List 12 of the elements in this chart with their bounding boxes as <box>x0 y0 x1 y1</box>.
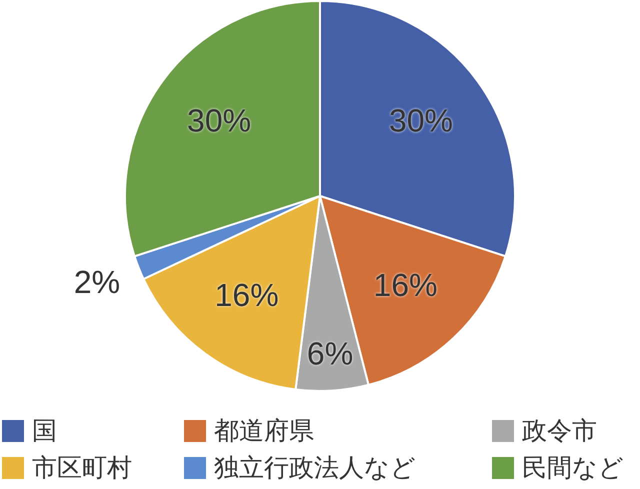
legend-label: 市区町村 <box>32 452 132 484</box>
data-label: 30% <box>187 102 252 138</box>
legend-label: 民間など <box>522 452 624 484</box>
data-label: 16% <box>214 276 279 313</box>
legend-label: 都道府県 <box>214 415 314 447</box>
data-label: 6% <box>306 335 354 372</box>
legend-label: 政令市 <box>522 415 597 447</box>
data-label: 2% <box>74 264 120 300</box>
data-label: 16% <box>373 266 438 303</box>
data-label: 30% <box>388 102 453 138</box>
legend-label: 独立行政法人など <box>214 452 416 484</box>
legend-label: 国 <box>32 415 57 447</box>
